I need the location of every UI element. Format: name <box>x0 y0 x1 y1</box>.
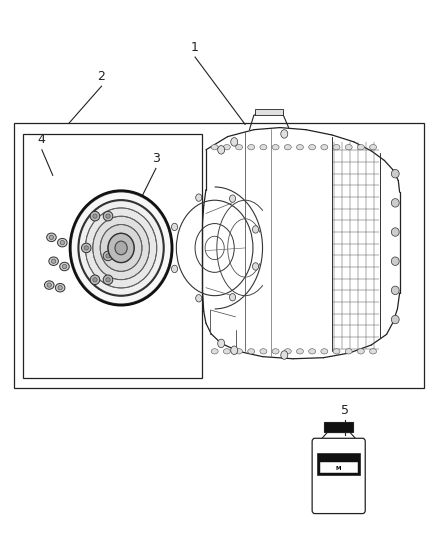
Bar <box>14 123 424 389</box>
Ellipse shape <box>108 233 134 263</box>
Ellipse shape <box>55 284 65 292</box>
Circle shape <box>172 265 177 273</box>
Ellipse shape <box>211 144 218 150</box>
Bar <box>23 134 201 378</box>
Circle shape <box>230 294 236 301</box>
Ellipse shape <box>115 241 127 255</box>
Bar <box>317 453 360 474</box>
Text: 4: 4 <box>38 133 46 146</box>
Ellipse shape <box>223 349 230 354</box>
Ellipse shape <box>58 286 62 290</box>
Ellipse shape <box>100 224 142 271</box>
Ellipse shape <box>391 316 399 324</box>
Text: 1: 1 <box>191 42 199 54</box>
Ellipse shape <box>103 251 113 261</box>
Ellipse shape <box>391 169 399 178</box>
FancyBboxPatch shape <box>312 438 365 514</box>
Ellipse shape <box>71 192 171 304</box>
Bar <box>320 462 357 472</box>
Ellipse shape <box>248 144 254 150</box>
Ellipse shape <box>248 349 254 354</box>
Ellipse shape <box>236 144 243 150</box>
Ellipse shape <box>115 241 127 255</box>
Ellipse shape <box>391 286 399 295</box>
Ellipse shape <box>391 199 399 207</box>
Ellipse shape <box>106 278 110 282</box>
Ellipse shape <box>78 200 164 296</box>
Ellipse shape <box>391 228 399 236</box>
Ellipse shape <box>357 349 364 354</box>
Ellipse shape <box>357 144 364 150</box>
Circle shape <box>196 295 202 302</box>
Ellipse shape <box>51 259 56 263</box>
Ellipse shape <box>309 349 316 354</box>
Ellipse shape <box>62 264 67 269</box>
Ellipse shape <box>223 144 230 150</box>
Circle shape <box>218 339 225 348</box>
Ellipse shape <box>333 349 340 354</box>
Ellipse shape <box>106 214 110 218</box>
Bar <box>254 109 283 115</box>
Ellipse shape <box>321 349 328 354</box>
Text: 5: 5 <box>341 404 349 417</box>
Ellipse shape <box>47 233 56 241</box>
Circle shape <box>172 223 177 231</box>
Ellipse shape <box>93 278 97 282</box>
Ellipse shape <box>236 349 243 354</box>
Ellipse shape <box>60 262 69 271</box>
Ellipse shape <box>93 214 97 218</box>
Circle shape <box>252 263 258 270</box>
Ellipse shape <box>45 281 54 289</box>
Ellipse shape <box>85 208 157 288</box>
Ellipse shape <box>370 144 377 150</box>
Ellipse shape <box>49 235 53 239</box>
Ellipse shape <box>370 349 377 354</box>
Text: 3: 3 <box>152 152 160 165</box>
Circle shape <box>281 130 288 138</box>
Circle shape <box>196 194 202 201</box>
Text: 2: 2 <box>97 69 105 83</box>
Circle shape <box>230 195 236 203</box>
Ellipse shape <box>272 349 279 354</box>
Ellipse shape <box>90 212 100 221</box>
Ellipse shape <box>103 275 113 285</box>
Text: M: M <box>336 466 342 471</box>
Ellipse shape <box>260 144 267 150</box>
Ellipse shape <box>345 144 352 150</box>
Ellipse shape <box>345 349 352 354</box>
Ellipse shape <box>81 243 91 253</box>
Ellipse shape <box>321 144 328 150</box>
Ellipse shape <box>309 144 316 150</box>
Ellipse shape <box>106 254 110 258</box>
Ellipse shape <box>391 257 399 265</box>
Circle shape <box>231 138 238 146</box>
Circle shape <box>252 226 258 233</box>
Ellipse shape <box>47 283 51 287</box>
Ellipse shape <box>272 144 279 150</box>
Circle shape <box>281 351 288 359</box>
Bar <box>324 422 353 432</box>
Ellipse shape <box>284 349 291 354</box>
Ellipse shape <box>108 233 134 263</box>
Ellipse shape <box>57 238 67 247</box>
Ellipse shape <box>333 144 340 150</box>
Ellipse shape <box>84 246 88 250</box>
Ellipse shape <box>297 349 304 354</box>
Ellipse shape <box>284 144 291 150</box>
Ellipse shape <box>49 257 58 265</box>
Circle shape <box>218 146 225 154</box>
Ellipse shape <box>93 216 149 280</box>
Ellipse shape <box>103 212 113 221</box>
Ellipse shape <box>60 240 64 245</box>
Ellipse shape <box>297 144 304 150</box>
Circle shape <box>231 346 238 354</box>
Ellipse shape <box>90 275 100 285</box>
Ellipse shape <box>260 349 267 354</box>
Ellipse shape <box>211 349 218 354</box>
